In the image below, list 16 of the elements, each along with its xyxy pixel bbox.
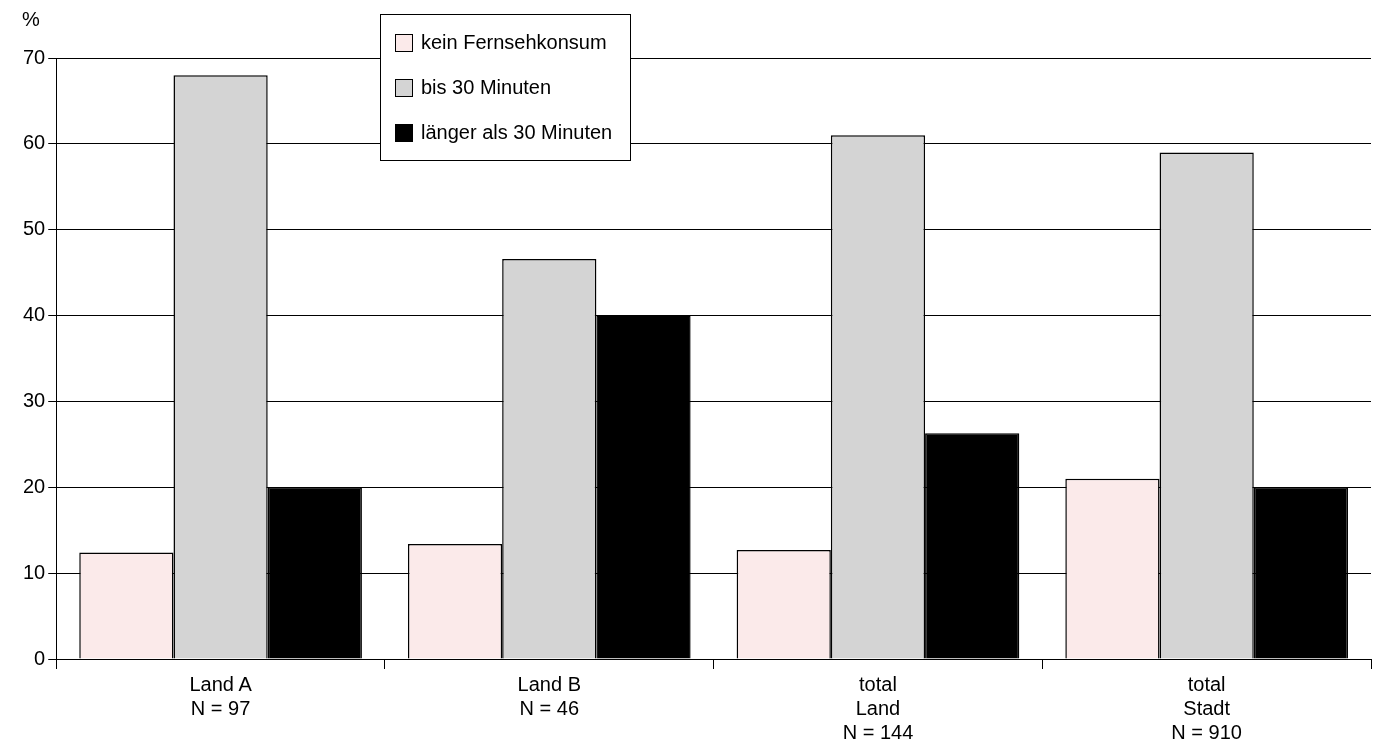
y-tick-label: 70 [23, 45, 46, 68]
y-tick-label: 10 [23, 560, 46, 583]
legend-label: kein Fernsehkonsum [421, 31, 607, 54]
x-tick-label: Land B N = 46 [517, 672, 581, 719]
legend-label: länger als 30 Minuten [421, 121, 613, 144]
x-tick-label: total Stadt N = 910 [1171, 672, 1242, 743]
y-tick-label: 30 [23, 388, 46, 411]
y-tick-label: 50 [23, 217, 46, 240]
y-tick-label: 40 [23, 303, 46, 326]
y-tick-label: 60 [23, 131, 46, 154]
legend-label: bis 30 Minuten [421, 76, 552, 99]
y-axis-title: % [22, 8, 40, 31]
y-tick-label: 0 [34, 646, 46, 669]
x-tick-label: total Land N = 144 [842, 672, 914, 743]
x-tick-label: Land A N = 97 [189, 672, 253, 719]
y-tick-label: 20 [23, 474, 46, 497]
